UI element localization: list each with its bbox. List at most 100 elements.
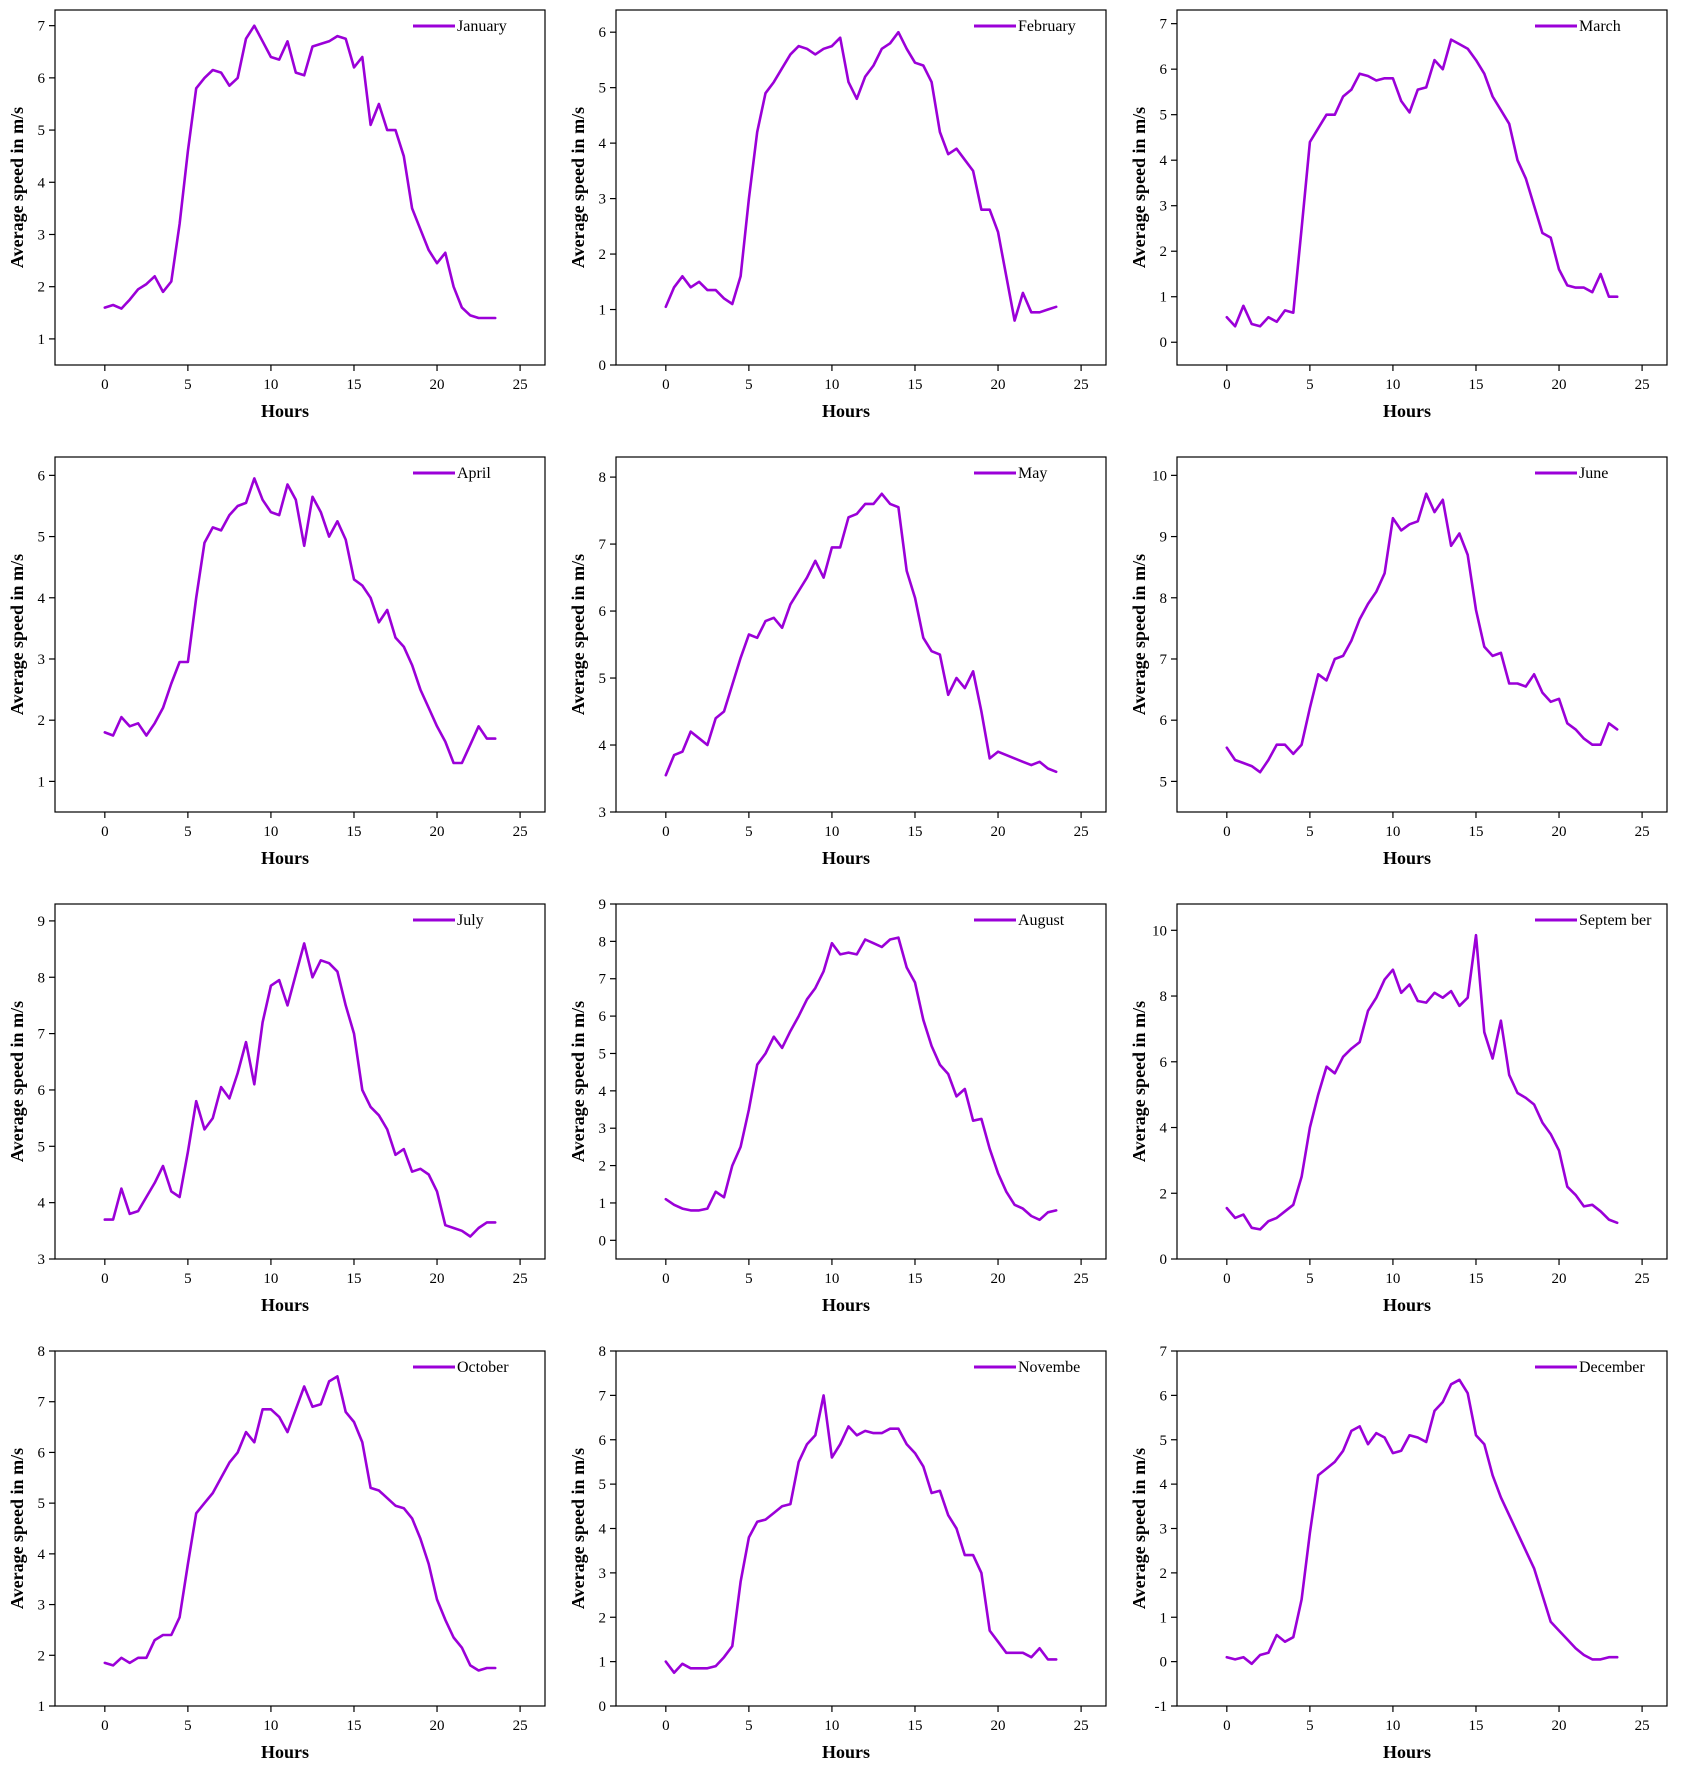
x-tick-label: 10 <box>1385 377 1400 393</box>
x-tick-label: 5 <box>1306 824 1314 840</box>
y-tick-label: 0 <box>1160 1252 1168 1268</box>
y-tick-label: 7 <box>38 19 46 35</box>
chart-panel-novembe: 0 5 10 15 20 25 0 1 2 3 4 5 6 7 8 Hours Average speed in… <box>561 1341 1122 1788</box>
y-tick-label: 3 <box>38 227 46 243</box>
y-tick-label: 7 <box>599 537 607 553</box>
plot-frame <box>54 1350 546 1707</box>
x-axis-label: Hours <box>822 1295 870 1315</box>
legend-label: June <box>1579 465 1608 482</box>
chart-svg: 0 5 10 15 20 25 1 2 3 4 5 6 7 Hours Average speed in m… <box>7 9 546 421</box>
y-tick-label: 8 <box>599 934 607 950</box>
y-tick-label: 7 <box>599 1388 607 1404</box>
x-tick-label: 5 <box>184 824 192 840</box>
x-tick-label: 10 <box>263 824 278 840</box>
y-tick-label: 4 <box>1160 1477 1168 1493</box>
x-tick-label: 10 <box>824 824 839 840</box>
y-tick-label: 5 <box>38 530 46 546</box>
y-tick-label: 6 <box>599 604 607 620</box>
y-tick-label: 3 <box>599 1121 607 1137</box>
y-tick-label: 6 <box>38 1083 46 1099</box>
y-tick-label: 2 <box>599 1159 607 1175</box>
y-tick-label: 7 <box>599 972 607 988</box>
y-tick-label: 6 <box>38 1445 46 1461</box>
y-axis-label: Average speed in m/s <box>568 1001 588 1162</box>
x-axis-label: Hours <box>1383 401 1431 421</box>
y-tick-label: 5 <box>38 123 46 139</box>
x-tick-label: 5 <box>184 1271 192 1287</box>
x-tick-label: 25 <box>1635 1271 1650 1287</box>
y-tick-label: 1 <box>599 1196 607 1212</box>
series-line-january <box>103 24 497 320</box>
x-axis-label: Hours <box>822 848 870 868</box>
x-axis-label: Hours <box>261 401 309 421</box>
y-tick-label: 3 <box>1160 1522 1168 1538</box>
y-tick-label: 4 <box>38 591 46 607</box>
chart-panel-july: 0 5 10 15 20 25 3 4 5 6 7 8 9 Hours Average speed in m… <box>0 894 561 1341</box>
chart-panel-january: 0 5 10 15 20 25 1 2 3 4 5 6 7 Hours Average speed in m… <box>0 0 561 447</box>
chart-panel-march: 0 5 10 15 20 25 0 1 2 3 4 5 6 7 Hours Average speed in … <box>1122 0 1683 447</box>
x-axis-label: Hours <box>261 1295 309 1315</box>
y-tick-label: 4 <box>38 1196 46 1212</box>
y-tick-label: 10 <box>1152 923 1167 939</box>
x-tick-label: 5 <box>745 1718 753 1734</box>
y-tick-label: 7 <box>1160 1344 1168 1360</box>
y-tick-label: 2 <box>38 1648 46 1664</box>
legend-label: March <box>1579 18 1621 35</box>
y-tick-label: 6 <box>599 25 607 41</box>
chart-svg: 0 5 10 15 20 25 0 1 2 3 4 5 6 Hours Average speed in m… <box>568 9 1107 421</box>
x-tick-label: 0 <box>662 1718 670 1734</box>
y-tick-label: 5 <box>599 1046 607 1062</box>
chart-svg: 0 5 10 15 20 25 0 2 4 6 8 10 Hours Average speed in m… <box>1129 903 1668 1315</box>
x-tick-label: 15 <box>907 377 922 393</box>
chart-svg: 0 5 10 15 20 25 0 1 2 3 4 5 6 7 8 Hours Average speed in… <box>568 1344 1107 1762</box>
x-tick-label: 15 <box>346 1271 361 1287</box>
y-axis-label: Average speed in m/s <box>1129 1001 1149 1162</box>
y-tick-label: 1 <box>38 332 46 348</box>
x-tick-label: 5 <box>184 377 192 393</box>
x-axis-label: Hours <box>1383 1742 1431 1762</box>
y-axis-label: Average speed in m/s <box>568 1448 588 1609</box>
y-tick-label: 8 <box>599 470 607 486</box>
x-tick-label: 25 <box>513 1718 528 1734</box>
x-tick-label: 0 <box>662 1271 670 1287</box>
y-axis-label: Average speed in m/s <box>7 554 27 715</box>
chart-panel-december: 0 5 10 15 20 25 -1 0 1 2 3 4 5 6 7 Hours Average speed i… <box>1122 1341 1683 1788</box>
plot-frame <box>54 903 546 1260</box>
y-axis-label: Average speed in m/s <box>7 1001 27 1162</box>
y-tick-label: 8 <box>38 1344 46 1360</box>
chart-svg: 0 5 10 15 20 25 0 1 2 3 4 5 6 7 8 9 Hours Average speed i… <box>568 897 1107 1315</box>
x-tick-label: 0 <box>101 824 109 840</box>
chart-svg: 0 5 10 15 20 25 1 2 3 4 5 6 Hours Average speed in m/… <box>7 456 546 868</box>
y-axis-label: Average speed in m/s <box>1129 1448 1149 1609</box>
y-tick-label: 6 <box>38 468 46 484</box>
x-tick-label: 15 <box>346 377 361 393</box>
y-tick-label: 7 <box>38 1027 46 1043</box>
y-tick-label: 2 <box>599 247 607 263</box>
series-line-september <box>1225 933 1619 1231</box>
plot-frame <box>1176 903 1668 1260</box>
x-tick-label: 25 <box>513 377 528 393</box>
chart-panel-september: 0 5 10 15 20 25 0 2 4 6 8 10 Hours Average speed in m… <box>1122 894 1683 1341</box>
series-line-august <box>664 936 1058 1222</box>
x-tick-label: 15 <box>346 1718 361 1734</box>
plot-frame <box>615 903 1107 1260</box>
series-line-february <box>664 30 1058 322</box>
x-tick-label: 20 <box>430 1718 445 1734</box>
legend-label: Septem ber <box>1579 912 1652 929</box>
chart-svg: 0 5 10 15 20 25 3 4 5 6 7 8 Hours Average speed in m/… <box>568 456 1107 868</box>
plot-frame <box>54 9 546 366</box>
y-tick-label: 5 <box>38 1496 46 1512</box>
y-tick-label: 4 <box>38 1547 46 1563</box>
x-tick-label: 25 <box>1074 377 1089 393</box>
series-line-novembe <box>664 1394 1058 1675</box>
x-tick-label: 20 <box>1552 1271 1567 1287</box>
y-tick-label: 0 <box>599 1233 607 1249</box>
x-tick-label: 5 <box>1306 377 1314 393</box>
y-tick-label: 6 <box>1160 1055 1168 1071</box>
x-tick-label: 10 <box>263 1271 278 1287</box>
x-tick-label: 5 <box>745 1271 753 1287</box>
y-tick-label: 0 <box>1160 1655 1168 1671</box>
series-line-july <box>103 942 497 1238</box>
x-axis-label: Hours <box>1383 1295 1431 1315</box>
